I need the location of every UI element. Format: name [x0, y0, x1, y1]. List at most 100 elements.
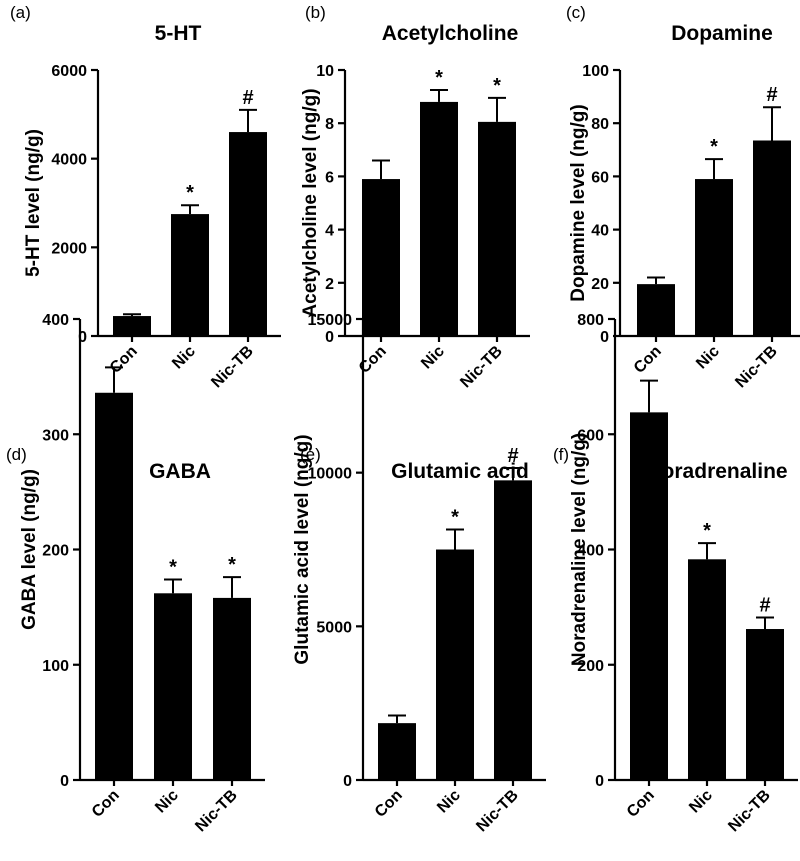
bar-nic: [688, 559, 726, 780]
bar-con: [378, 723, 416, 780]
y-tick-label: 200: [577, 658, 604, 675]
x-tick-label: Con: [356, 343, 390, 377]
y-tick-label: 6: [325, 169, 334, 186]
chart-panel-6: (f) Noradrenaline Noradrenaline level (ng/…: [553, 312, 798, 835]
chart-title: Noradrenaline: [646, 460, 787, 483]
y-tick-label: 400: [577, 543, 604, 560]
x-tick-label: Con: [624, 787, 658, 821]
y-axis-label: Noradrenaline level (ng/g): [569, 433, 590, 666]
x-tick-label: Nic-TB: [208, 343, 256, 391]
significance-mark: *: [435, 67, 443, 89]
x-tick-label: Nic: [418, 343, 448, 373]
bar-nic-tb: [753, 140, 791, 336]
y-axis-label: 5-HT level (ng/g): [23, 129, 44, 277]
y-tick-label: 4: [325, 223, 334, 240]
y-tick-label: 60: [591, 169, 609, 186]
x-tick-label: Nic: [152, 787, 182, 817]
y-tick-label: 5000: [316, 619, 352, 636]
y-tick-label: 200: [42, 543, 69, 560]
significance-mark: *: [186, 182, 194, 204]
bar-nic: [154, 593, 192, 780]
y-tick-label: 600: [577, 427, 604, 444]
bar-nic-tb: [494, 480, 532, 780]
y-tick-label: 0: [60, 773, 69, 790]
y-axis-label: Acetylcholine level (ng/g): [300, 88, 321, 317]
significance-mark: *: [493, 75, 501, 97]
x-tick-label: Con: [372, 787, 406, 821]
y-tick-label: 0: [78, 329, 87, 346]
chart-panel-4: (d) GABA GABA level (ng/g) 0 100 200 300 400 Con…: [6, 312, 265, 835]
y-axis-label: GABA level (ng/g): [19, 469, 40, 630]
y-tick-label: 4000: [51, 152, 87, 169]
chart-title: Dopamine: [671, 22, 773, 45]
y-tick-label: 2000: [51, 240, 87, 257]
bar-con: [630, 412, 668, 780]
y-axis-label: Glutamic acid level (ng/g): [292, 434, 313, 664]
x-tick-label: Nic: [693, 343, 723, 373]
y-tick-label: 6000: [51, 63, 87, 80]
chart-title: Glutamic acid: [391, 460, 529, 483]
panel-label: (d): [6, 445, 27, 464]
chart-panel-3: (c) Dopamine Dopamine level (ng/g) 0 20 40 60 8…: [566, 3, 800, 391]
bar-con: [637, 284, 675, 336]
x-tick-label: Nic: [434, 787, 464, 817]
bar-nic: [420, 101, 458, 336]
y-tick-label: 100: [582, 63, 609, 80]
y-tick-label: 300: [42, 427, 69, 444]
y-tick-label: 100: [42, 658, 69, 675]
x-tick-label: Nic: [169, 343, 199, 373]
panel-label: (e): [300, 445, 321, 464]
y-tick-label: 800: [577, 312, 604, 329]
y-tick-label: 0: [600, 329, 609, 346]
significance-mark: #: [766, 84, 777, 106]
y-axis-label: Dopamine level (ng/g): [568, 104, 589, 301]
panel-label: (f): [553, 445, 569, 464]
y-tick-label: 80: [591, 116, 609, 133]
chart-title: Acetylcholine: [382, 22, 519, 45]
significance-mark: #: [242, 87, 253, 109]
y-tick-label: 20: [591, 276, 609, 293]
y-tick-label: 15000: [308, 312, 353, 329]
bar-nic-tb: [213, 597, 251, 780]
significance-mark: *: [169, 556, 177, 578]
x-tick-label: Nic-TB: [457, 343, 505, 391]
bar-con: [362, 179, 400, 336]
panel-label: (a): [10, 3, 31, 22]
chart-panel-5: (e) Glutamic acid Glutamic acid level (ng/…: [292, 312, 546, 835]
bar-con: [95, 392, 133, 780]
significance-mark: *: [703, 520, 711, 542]
y-tick-label: 0: [595, 773, 604, 790]
y-tick-label: 0: [325, 329, 334, 346]
chart-title: GABA: [149, 460, 211, 483]
significance-mark: #: [507, 445, 518, 467]
bar-nic: [436, 549, 474, 780]
bar-nic-tb: [229, 132, 267, 336]
x-tick-label: Nic-TB: [473, 787, 521, 835]
chart-panel-1: (a) 5-HT 5-HT level (ng/g) 0 2000 4000 6000 Con…: [10, 3, 281, 391]
y-tick-label: 2: [325, 276, 334, 293]
y-tick-label: 10: [316, 63, 334, 80]
panel-label: (c): [566, 3, 586, 22]
significance-mark: *: [451, 507, 459, 529]
y-tick-label: 400: [42, 312, 69, 329]
significance-mark: #: [759, 594, 770, 616]
significance-mark: *: [710, 136, 718, 158]
x-tick-label: Nic-TB: [725, 787, 773, 835]
y-tick-label: 8: [325, 116, 334, 133]
x-tick-label: Con: [89, 787, 123, 821]
panel-label: (b): [305, 3, 326, 22]
x-tick-label: Nic: [686, 787, 716, 817]
x-tick-label: Nic-TB: [192, 787, 240, 835]
bar-nic: [171, 214, 209, 336]
bar-nic-tb: [478, 121, 516, 337]
bar-nic: [695, 179, 733, 336]
bar-con: [113, 316, 151, 336]
chart-panel-2: (b) Acetylcholine Acetylcholine level (ng/…: [300, 3, 530, 391]
bar-nic-tb: [746, 629, 784, 780]
x-tick-label: Con: [107, 343, 141, 377]
y-tick-label: 0: [343, 773, 352, 790]
y-tick-label: 40: [591, 223, 609, 240]
x-tick-label: Nic-TB: [732, 343, 780, 391]
significance-mark: *: [228, 554, 236, 576]
